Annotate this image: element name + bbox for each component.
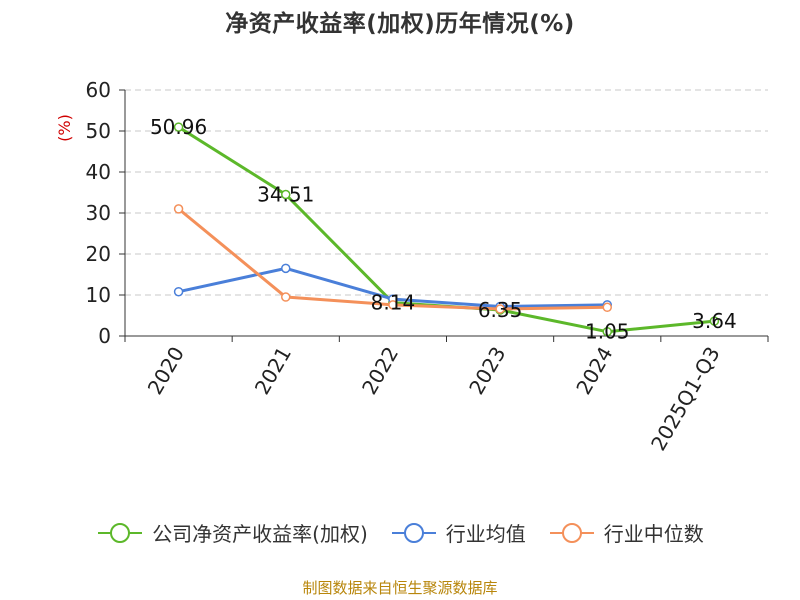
x-tick-label-2024: 2024 [571, 343, 617, 399]
series-2-point-2023 [495, 304, 505, 314]
y-tick-label-50: 50 [86, 119, 111, 143]
series-0-point-2024 [602, 326, 612, 337]
series-2-point-2021 [281, 292, 291, 302]
y-axis-unit-label: (%) [55, 114, 74, 142]
x-tick-label-2022: 2022 [357, 343, 403, 399]
y-tick-label-20: 20 [86, 242, 111, 266]
series-2-point-2024 [602, 302, 612, 313]
data-labels: 50.96 34.51 8.14 6.35 1.05 3.64 [150, 115, 737, 344]
y-tick-label-30: 30 [86, 201, 111, 225]
series-2-point-2020 [173, 204, 184, 214]
y-tick-label-10: 10 [86, 283, 111, 307]
data-label-2020: 50.96 [150, 115, 207, 139]
series-0-point-2021 [281, 189, 291, 200]
x-tick-label-2023: 2023 [464, 343, 510, 399]
y-tick-label-0: 0 [98, 324, 111, 348]
data-label-2021: 34.51 [257, 183, 314, 207]
chart-title: 净资产收益率(加权)历年情况(%) [225, 11, 575, 37]
legend-label: 行业均值 [445, 522, 526, 546]
legend-swatch-icon [391, 522, 436, 543]
series-0-point-2025Q1-Q3 [709, 316, 720, 326]
legend-label: 行业中位数 [603, 522, 704, 546]
series-lines [173, 122, 720, 337]
y-tick-label-60: 60 [86, 78, 111, 102]
x-tick-label-2025Q1-Q3: 2025Q1-Q3 [646, 343, 725, 455]
series-2-point-2022 [388, 300, 398, 310]
data-label-2025Q1-Q3: 3.64 [692, 309, 737, 333]
legend-item-2[interactable]: 行业中位数 [548, 518, 704, 547]
series-line-0 [177, 125, 715, 334]
source-note: 制图数据来自恒生聚源数据库 [302, 579, 498, 597]
legend-item-0[interactable]: 公司净资产收益率(加权) [96, 518, 368, 547]
x-tick-label-2021: 2021 [250, 343, 296, 399]
data-label-2023: 6.35 [478, 298, 523, 322]
legend-swatch-icon [98, 522, 143, 543]
series-1-point-2021 [281, 263, 291, 274]
legend-item-1[interactable]: 行业均值 [390, 518, 526, 547]
legend-swatch-icon [549, 522, 594, 543]
series-0-point-2020 [173, 122, 184, 132]
y-tick-label-40: 40 [86, 160, 111, 184]
grid-lines [125, 89, 768, 296]
data-label-2024: 1.05 [585, 320, 630, 344]
series-1-point-2020 [173, 286, 184, 297]
data-label-2022: 8.14 [371, 291, 416, 315]
legend: 公司净资产收益率(加权) 行业均值 行业中位数 [0, 518, 800, 547]
x-tick-label-2020: 2020 [143, 343, 189, 399]
legend-label: 公司净资产收益率(加权) [152, 522, 368, 546]
